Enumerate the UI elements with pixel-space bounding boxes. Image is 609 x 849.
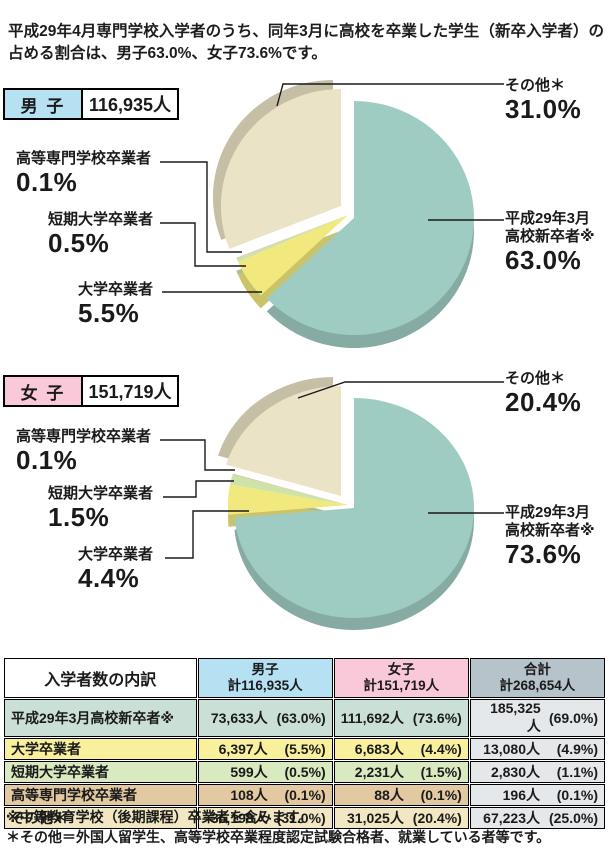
cell-male: 599人 (0.5%) xyxy=(197,761,333,783)
table-col-female: 女子 計151,719人 xyxy=(333,658,469,698)
row-label: 高等専門学校卒業者 xyxy=(4,784,197,806)
cell-male: 108人 (0.1%) xyxy=(197,784,333,806)
male-header-box: 男 子 116,935人 xyxy=(3,88,179,120)
male-callout-tandai: 短期大学卒業者 0.5% xyxy=(48,211,153,258)
leader-female-sonota xyxy=(297,381,504,399)
cell-total: 2,830人 (1.1%) xyxy=(469,761,605,783)
female-shinsotsu-pct: 73.6% xyxy=(505,539,582,569)
female-callout-sonota: その他＊ 20.4% xyxy=(505,370,581,417)
table-row: 高等専門学校卒業者 108人 (0.1%) 88人 (0.1%) 196人 (0.1%… xyxy=(4,784,605,806)
cell-female: 111,692人 (73.6%) xyxy=(333,699,469,737)
female-tandai-name: 短期大学卒業者 xyxy=(48,485,154,502)
male-callout-sonota: その他＊ 31.0% xyxy=(505,77,581,124)
footnote-2: ＊その他＝外国人留学生、高等学校卒業程度認定試験合格者、就業している者等です。 xyxy=(6,829,551,845)
male-shinsotsu-name2: 高校新卒者※ xyxy=(505,228,595,245)
male-shinsotsu-pct: 63.0% xyxy=(505,245,582,275)
leader-male-tandai xyxy=(160,222,246,267)
col-total-title: 合計 xyxy=(523,662,551,677)
breakdown-table: 入学者数の内訳 男子 計116,935人 女子 計151,719人 合計 計26… xyxy=(3,657,606,830)
female-sonota-name: その他＊ xyxy=(505,370,566,387)
table-row: その他＊ 36,198人 (31.0%) 31,025人 (20.4%) 67,22… xyxy=(4,807,605,829)
male-callout-shinsotsu: 平成29年3月 高校新卒者※ 63.0% xyxy=(505,210,595,275)
male-callout-kosen: 高等専門学校卒業者 0.1% xyxy=(16,150,151,197)
female-sonota-pct: 20.4% xyxy=(505,387,582,417)
male-total-count: 116,935人 xyxy=(83,90,177,118)
leader-male-kosen xyxy=(160,161,242,253)
female-header-box: 女 子 151,719人 xyxy=(3,375,179,407)
row-label: 大学卒業者 xyxy=(4,738,197,760)
male-daigaku-pct: 5.5% xyxy=(78,298,140,328)
table-col-total: 合計 計268,654人 xyxy=(469,658,605,698)
female-kosen-name: 高等専門学校卒業者 xyxy=(16,428,152,445)
female-callout-kosen: 高等専門学校卒業者 0.1% xyxy=(16,428,151,475)
male-gender-label: 男 子 xyxy=(5,90,83,118)
col-male-title: 男子 xyxy=(251,662,279,677)
male-kosen-pct: 0.1% xyxy=(16,167,78,197)
cell-female: 88人 (0.1%) xyxy=(333,784,469,806)
female-tandai-pct: 1.5% xyxy=(48,502,110,532)
male-sonota-name: その他＊ xyxy=(505,77,566,94)
cell-female: 2,231人 (1.5%) xyxy=(333,761,469,783)
female-daigaku-pct: 4.4% xyxy=(78,563,140,593)
cell-total: 185,325人 (69.0%) xyxy=(469,699,605,737)
table-title-cell: 入学者数の内訳 xyxy=(4,658,197,698)
female-callout-shinsotsu: 平成29年3月 高校新卒者※ 73.6% xyxy=(505,504,595,569)
table-row: 平成29年3月高校新卒者※ 73,633人 (63.0%) 111,692人 (73… xyxy=(4,699,605,737)
male-kosen-name: 高等専門学校卒業者 xyxy=(16,150,152,167)
leader-female-tandai xyxy=(163,480,234,498)
male-shinsotsu-name1: 平成29年3月 xyxy=(505,210,591,227)
female-kosen-pct: 0.1% xyxy=(16,445,78,475)
table-col-male: 男子 計116,935人 xyxy=(197,658,333,698)
cell-male: 73,633人 (63.0%) xyxy=(197,699,333,737)
male-sonota-pct: 31.0% xyxy=(505,94,582,124)
row-label: 短期大学卒業者 xyxy=(4,761,197,783)
table-header-row: 入学者数の内訳 男子 計116,935人 女子 計151,719人 合計 計26… xyxy=(4,658,605,698)
leader-male-sonota xyxy=(276,83,504,107)
female-callout-tandai: 短期大学卒業者 1.5% xyxy=(48,485,153,532)
row-label: 平成29年3月高校新卒者※ xyxy=(4,699,197,737)
male-daigaku-name: 大学卒業者 xyxy=(78,281,154,298)
leader-female-daigaku xyxy=(165,510,249,559)
leader-lines xyxy=(160,83,504,559)
female-shinsotsu-name1: 平成29年3月 xyxy=(505,504,591,521)
male-tandai-pct: 0.5% xyxy=(48,228,110,258)
cell-total: 196人 (0.1%) xyxy=(469,784,605,806)
cell-total: 67,223人 (25.0%) xyxy=(469,807,605,829)
pie-chart-female xyxy=(218,377,475,630)
cell-female: 31,025人 (20.4%) xyxy=(333,807,469,829)
cell-female: 6,683人 (4.4%) xyxy=(333,738,469,760)
cell-male: 36,198人 (31.0%) xyxy=(197,807,333,829)
footnote-1: ※中等教育学校（後期課程）卒業者を含みます。 xyxy=(6,809,313,825)
table-row: 大学卒業者 6,397人 (5.5%) 6,683人 (4.4%) 13,080人(… xyxy=(4,738,605,760)
col-total-total: 計268,654人 xyxy=(499,678,576,693)
intro-text: 平成29年4月専門学校入学者のうち、同年3月に高校を卒業した学生（新卒入学者）の… xyxy=(8,22,604,62)
female-callout-daigaku: 大学卒業者 4.4% xyxy=(78,546,153,593)
female-gender-label: 女 子 xyxy=(5,377,83,405)
col-female-total: 計151,719人 xyxy=(363,678,440,693)
col-female-title: 女子 xyxy=(387,662,415,677)
row-label: その他＊ xyxy=(4,807,197,829)
table-row: 短期大学卒業者 599人 (0.5%) 2,231人 (1.5%) 2,830人 (1… xyxy=(4,761,605,783)
male-callout-daigaku: 大学卒業者 5.5% xyxy=(78,281,153,328)
pie-chart-male xyxy=(212,80,474,349)
cell-male: 6,397人 (5.5%) xyxy=(197,738,333,760)
female-daigaku-name: 大学卒業者 xyxy=(78,546,154,563)
female-total-count: 151,719人 xyxy=(83,377,177,405)
female-shinsotsu-name2: 高校新卒者※ xyxy=(505,522,595,539)
male-tandai-name: 短期大学卒業者 xyxy=(48,211,154,228)
col-male-total: 計116,935人 xyxy=(227,678,303,693)
leader-female-kosen xyxy=(160,439,235,471)
cell-total: 13,080人 (4.9%) xyxy=(469,738,605,760)
